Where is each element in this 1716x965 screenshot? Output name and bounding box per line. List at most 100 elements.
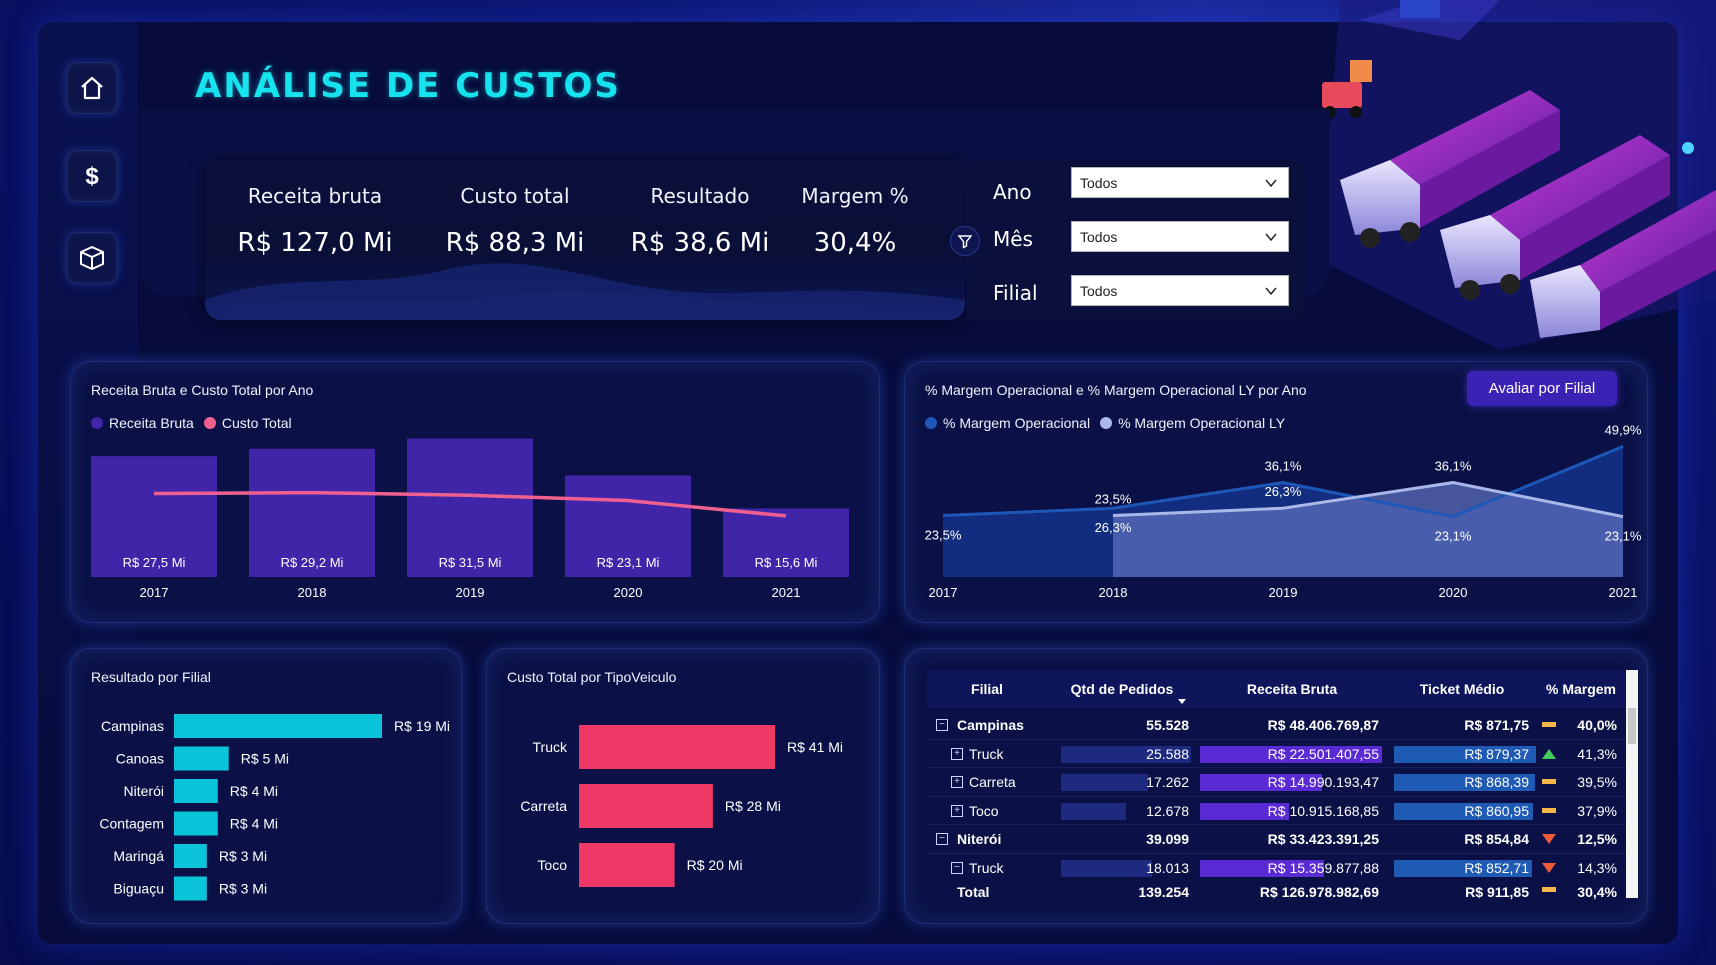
pedidos-cell: 18.013 (1146, 859, 1189, 876)
row-label: Total (957, 884, 990, 900)
expand-icon[interactable]: + (951, 747, 963, 760)
chart-title: Receita Bruta e Custo Total por Ano (91, 382, 314, 398)
margem-cell: 41,3% (1577, 745, 1617, 762)
kpi-value: R$ 127,0 Mi (237, 228, 393, 258)
legend-swatch (925, 417, 937, 429)
column-header-margem[interactable]: % Margem (1537, 670, 1625, 708)
kpi-label: Custo total (460, 184, 570, 208)
bar-data-label: R$ 15,6 Mi (755, 555, 818, 570)
chevron-down-icon (1265, 287, 1277, 296)
nav-product-button[interactable] (66, 232, 118, 284)
receita-cell: R$ 22.501.407,55 (1267, 745, 1379, 762)
avaliar-por-filial-button[interactable]: Avaliar por Filial (1467, 371, 1617, 406)
trend-up-shape (1542, 748, 1556, 759)
ticket-databar (1394, 745, 1536, 763)
data-label: 36,1% (1435, 459, 1472, 474)
margem-cell: 30,4% (1577, 884, 1617, 900)
ticket-cell: R$ 911,85 (1465, 884, 1529, 900)
data-label: 36,1% (1265, 459, 1302, 474)
column-header-filial[interactable]: Filial (927, 670, 1047, 708)
collapse-icon[interactable]: − (936, 833, 948, 845)
table-row[interactable]: + Toco 12.678 R$ 10.915.168,85 R$ 860,95 37,9… (927, 796, 1625, 825)
expand-icon[interactable]: + (951, 804, 963, 817)
kpi-value: 30,4% (813, 228, 897, 258)
filter-label-ano: Ano (993, 180, 1032, 204)
nav-home-button[interactable] (66, 62, 118, 114)
table-row[interactable]: − Niterói 39.099 R$ 33.423.391,25 R$ 854,84 1… (927, 824, 1625, 854)
receita-databar (1200, 745, 1382, 763)
filial-bar (174, 714, 382, 738)
trend-flat-shape (1542, 887, 1556, 892)
chart-title: Custo Total por TipoVeiculo (507, 669, 677, 685)
column-header-ticket[interactable]: Ticket Médio (1387, 670, 1537, 708)
y-tick-label: Carreta (520, 798, 567, 814)
filial-select[interactable]: Todos (1071, 275, 1289, 306)
table-row[interactable]: − Truck 18.013 R$ 15.359.877,88 R$ 852,71 14,… (927, 853, 1625, 882)
x-tick-label: 2018 (298, 585, 327, 600)
page-title: ANÁLISE DE CUSTOS (195, 66, 621, 106)
column-header-receita[interactable]: Receita Bruta (1197, 670, 1387, 708)
mes-select[interactable]: Todos (1071, 221, 1289, 252)
bar-data-label: R$ 3 Mi (219, 848, 267, 864)
column-header-pedidos[interactable]: Qtd de Pedidos (1047, 670, 1197, 708)
receita-databar (1200, 859, 1324, 877)
margem-panel: % Margem Operacional e % Margem Operacio… (904, 361, 1648, 623)
y-tick-label: Niterói (124, 783, 164, 799)
filial-bar (174, 746, 229, 771)
kpi-receita: Receita bruta R$ 127,0 Mi (205, 184, 425, 258)
receita-custo-chart: R$ 27,5 Mi 2017 R$ 29,2 Mi 2018 R$ 31,5 Mi 20… (91, 438, 849, 600)
ticket-databar (1394, 774, 1535, 791)
table-total-row: Total 139.254 R$ 126.978.982,69 R$ 911,85 30… (927, 877, 1625, 903)
mes-select-value: Todos (1080, 229, 1118, 245)
ano-select[interactable]: Todos (1071, 167, 1289, 198)
filial-bar (174, 811, 218, 836)
chart-title: Resultado por Filial (91, 669, 211, 685)
ticket-databar (1394, 859, 1532, 877)
x-tick-label: 2019 (456, 585, 485, 600)
legend: Receita Bruta Custo Total (91, 415, 292, 431)
kpi-value: R$ 38,6 Mi (630, 228, 770, 258)
table-row[interactable]: − Campinas 55.528 R$ 48.406.769,87 R$ 871,75… (927, 710, 1625, 740)
scrollbar-thumb[interactable] (1628, 708, 1636, 744)
dollar-icon: $ (85, 163, 99, 190)
receita-bar (565, 475, 691, 577)
filter-label-filial: Filial (993, 281, 1038, 305)
table-scrollbar[interactable] (1626, 670, 1638, 898)
data-label: 49,9% (1605, 422, 1642, 437)
filial-bar (174, 779, 218, 803)
legend: % Margem Operacional % Margem Operaciona… (925, 415, 1285, 431)
table-row[interactable]: + Carreta 17.262 R$ 14.990.193,47 R$ 868,39 3… (927, 767, 1625, 797)
margem-cell: 39,5% (1577, 774, 1617, 790)
collapse-icon[interactable]: − (951, 861, 963, 874)
filter-toggle-button[interactable] (950, 226, 980, 256)
bar-data-label: R$ 19 Mi (394, 718, 450, 734)
x-tick-label: 2020 (1439, 585, 1468, 600)
trend-down-shape (1542, 834, 1556, 844)
trend-up-icon (1542, 748, 1556, 759)
expand-icon[interactable]: + (951, 776, 963, 788)
ticket-databar (1394, 802, 1534, 820)
table-row[interactable]: + Truck 25.588 R$ 22.501.407,55 R$ 879,37 41,… (927, 739, 1625, 768)
legend-label: Receita Bruta (109, 415, 194, 431)
kpi-label: Resultado (650, 184, 750, 208)
x-tick-label: 2020 (614, 585, 643, 600)
collapse-icon[interactable]: − (936, 719, 948, 731)
nav-cost-button[interactable]: $ (66, 150, 118, 202)
column-header-label: Qtd de Pedidos (1070, 681, 1174, 697)
data-label: 23,5% (1095, 492, 1132, 507)
margem-ly-area (1113, 482, 1623, 577)
bar-data-label: R$ 4 Mi (230, 783, 278, 799)
home-icon (81, 76, 103, 100)
y-tick-label: Canoas (116, 751, 164, 767)
pedidos-cell: 12.678 (1146, 802, 1189, 819)
custo-veiculo-panel: Custo Total por TipoVeiculo Truck R$ 41 M… (486, 648, 880, 924)
bar-data-label: R$ 4 Mi (230, 816, 278, 832)
row-label: Carreta (969, 774, 1016, 790)
receita-databar (1200, 774, 1322, 791)
kpi-custo: Custo total R$ 88,3 Mi (405, 184, 625, 258)
resultado-filial-chart: Campinas R$ 19 Mi Canoas R$ 5 Mi Niterói R$ 4… (99, 714, 450, 901)
kpi-margem: Margem % 30,4% (770, 184, 940, 258)
kpi-resultado: Resultado R$ 38,6 Mi (595, 184, 805, 258)
x-tick-label: 2019 (1269, 585, 1298, 600)
resultado-filial-panel: Resultado por Filial Campinas R$ 19 Mi Can… (70, 648, 462, 924)
